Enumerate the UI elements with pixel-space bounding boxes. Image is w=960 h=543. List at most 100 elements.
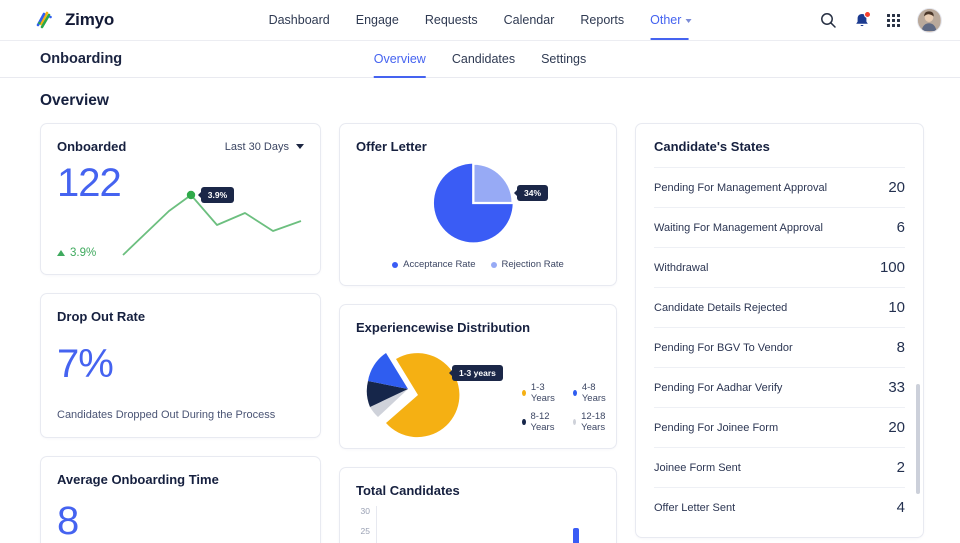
state-value: 4 bbox=[896, 499, 905, 516]
onboarded-value: 122 bbox=[57, 161, 122, 205]
offer-letter-legend: Acceptance Rate Rejection Rate bbox=[392, 259, 564, 270]
card-average-onboarding-time: Average Onboarding Time 8 bbox=[40, 456, 321, 543]
legend-item-1-3-years: 1-3 Years bbox=[522, 382, 557, 404]
user-avatar[interactable] bbox=[917, 7, 942, 33]
list-item[interactable]: Offer Letter Sent 4 bbox=[654, 487, 905, 527]
offer-letter-pie bbox=[433, 162, 514, 243]
legend-item-acceptance-rate: Acceptance Rate bbox=[392, 259, 476, 270]
zimyo-slash-logo-icon bbox=[36, 10, 58, 30]
column-middle: Offer Letter 34% Acceptance Rate bbox=[339, 123, 617, 543]
tab-overview[interactable]: Overview bbox=[373, 40, 426, 78]
nav-link-requests[interactable]: Requests bbox=[424, 13, 478, 27]
grid-apps-icon[interactable] bbox=[887, 13, 900, 27]
legend-item-8-12-years: 8-12 Years bbox=[522, 411, 557, 433]
legend-label: Acceptance Rate bbox=[403, 259, 476, 270]
y-tick-label: 30 bbox=[360, 506, 370, 516]
list-item[interactable]: Waiting For Management Approval 6 bbox=[654, 207, 905, 247]
onboarded-delta-value: 3.9% bbox=[70, 247, 97, 259]
state-value: 20 bbox=[888, 179, 905, 196]
date-range-dropdown[interactable]: Last 30 Days bbox=[225, 141, 304, 153]
bell-icon[interactable] bbox=[854, 10, 871, 29]
nav-link-reports[interactable]: Reports bbox=[580, 13, 625, 27]
card-onboarded-header: Onboarded Last 30 Days bbox=[57, 139, 304, 154]
nav-link-calendar[interactable]: Calendar bbox=[503, 13, 555, 27]
legend-dot-icon bbox=[572, 390, 577, 396]
bar[interactable] bbox=[573, 528, 579, 543]
nav-link-dashboard[interactable]: Dashboard bbox=[268, 13, 330, 27]
tab-candidates[interactable]: Candidates bbox=[451, 52, 516, 66]
search-icon[interactable] bbox=[820, 12, 837, 29]
candidate-states-list: Pending For Management Approval 20 Waiti… bbox=[636, 167, 923, 527]
experience-pie bbox=[366, 353, 460, 438]
nav-link-other[interactable]: Other bbox=[650, 0, 692, 40]
card-drop-out-rate: Drop Out Rate 7% Candidates Dropped Out … bbox=[40, 293, 321, 438]
card-offer-letter: Offer Letter 34% Acceptance Rate bbox=[339, 123, 617, 286]
brand-logo[interactable]: Zimyo bbox=[36, 10, 114, 30]
legend-label: 1-3 Years bbox=[530, 382, 555, 404]
offer-letter-tooltip: 34% bbox=[517, 185, 549, 201]
state-value: 33 bbox=[888, 379, 905, 396]
list-item[interactable]: Pending For Management Approval 20 bbox=[654, 167, 905, 207]
experience-tooltip: 1-3 years bbox=[452, 365, 503, 381]
experience-legend: 1-3 Years 4-8 Years 8-12 Years 12-1 bbox=[522, 382, 608, 433]
notification-badge-dot bbox=[864, 10, 871, 18]
state-label: Pending For Management Approval bbox=[654, 181, 828, 194]
drop-out-caption: Candidates Dropped Out During the Proces… bbox=[57, 409, 276, 421]
list-item[interactable]: Pending For Aadhar Verify 33 bbox=[654, 367, 905, 407]
date-range-label: Last 30 Days bbox=[224, 140, 289, 153]
legend-label: Rejection Rate bbox=[501, 259, 564, 270]
state-label: Pending For Aadhar Verify bbox=[654, 381, 783, 394]
bar-chart-plot-area bbox=[376, 506, 600, 543]
list-item[interactable]: Pending For Joinee Form 20 bbox=[654, 407, 905, 447]
list-item[interactable]: Pending For BGV To Vendor 8 bbox=[654, 327, 905, 367]
state-label: Joinee Form Sent bbox=[654, 461, 741, 474]
legend-dot-icon bbox=[522, 390, 526, 396]
section-heading: Overview bbox=[40, 92, 109, 109]
state-label: Offer Letter Sent bbox=[654, 501, 736, 514]
card-onboarded-body: 122 3.9% 3.9% bbox=[57, 163, 304, 259]
state-value: 8 bbox=[896, 339, 905, 356]
nav-link-other-label: Other bbox=[650, 13, 682, 27]
state-value: 10 bbox=[888, 299, 905, 316]
experience-chart: 1-3 years 1-3 Years 4-8 Years bbox=[356, 339, 606, 444]
card-offer-letter-title: Offer Letter bbox=[356, 139, 427, 154]
list-item[interactable]: Joinee Form Sent 2 bbox=[654, 447, 905, 487]
chevron-down-icon bbox=[296, 144, 304, 149]
list-item[interactable]: Withdrawal 100 bbox=[654, 247, 905, 287]
card-experiencewise-distribution: Experiencewise Distribution bbox=[339, 304, 617, 449]
tab-settings[interactable]: Settings bbox=[541, 52, 587, 66]
legend-dot-icon bbox=[490, 261, 497, 268]
card-onboarded: Onboarded Last 30 Days 122 3.9% bbox=[40, 123, 321, 275]
state-label: Candidate Details Rejected bbox=[654, 301, 788, 314]
drop-out-value: 7% bbox=[57, 342, 114, 386]
card-experience-title: Experiencewise Distribution bbox=[356, 320, 531, 335]
chevron-down-icon bbox=[685, 18, 692, 23]
list-item[interactable]: Candidate Details Rejected 10 bbox=[654, 287, 905, 327]
card-total-candidates: Total Candidates 30 25 15 bbox=[339, 467, 617, 543]
state-label: Pending For BGV To Vendor bbox=[654, 341, 793, 354]
offer-letter-chart: 34% Acceptance Rate Rejection Rate bbox=[356, 158, 600, 270]
sparkline-tooltip: 3.9% bbox=[200, 187, 235, 203]
card-candidate-states: Candidate's States Pending For Managemen… bbox=[635, 123, 924, 538]
legend-item-4-8-years: 4-8 Years bbox=[572, 382, 608, 404]
legend-dot-icon bbox=[572, 419, 577, 425]
page-header: Onboarding Overview Candidates Settings bbox=[0, 40, 960, 78]
card-avg-time-title: Average Onboarding Time bbox=[57, 472, 219, 487]
state-label: Pending For Joinee Form bbox=[654, 421, 779, 434]
page-title: Onboarding bbox=[40, 51, 123, 67]
legend-item-12-18-years: 12-18 Years bbox=[572, 411, 608, 433]
dashboard-grid: Onboarded Last 30 Days 122 3.9% bbox=[40, 123, 924, 543]
legend-dot-icon bbox=[392, 261, 399, 268]
legend-label: 12-18 Years bbox=[581, 411, 606, 433]
y-tick-label: 25 bbox=[360, 526, 370, 536]
main-content: Overview Onboarded Last 30 Days 122 bbox=[0, 78, 960, 543]
onboarded-delta: 3.9% bbox=[57, 247, 121, 259]
legend-item-rejection-rate: Rejection Rate bbox=[490, 259, 564, 270]
onboarded-metrics: 122 3.9% bbox=[57, 161, 122, 259]
vertical-scrollbar[interactable] bbox=[916, 384, 920, 494]
nav-link-engage[interactable]: Engage bbox=[355, 13, 399, 27]
card-onboarded-title: Onboarded bbox=[57, 139, 127, 154]
card-total-candidates-title: Total Candidates bbox=[356, 483, 460, 498]
legend-label: 8-12 Years bbox=[530, 411, 555, 433]
state-value: 6 bbox=[896, 219, 905, 236]
